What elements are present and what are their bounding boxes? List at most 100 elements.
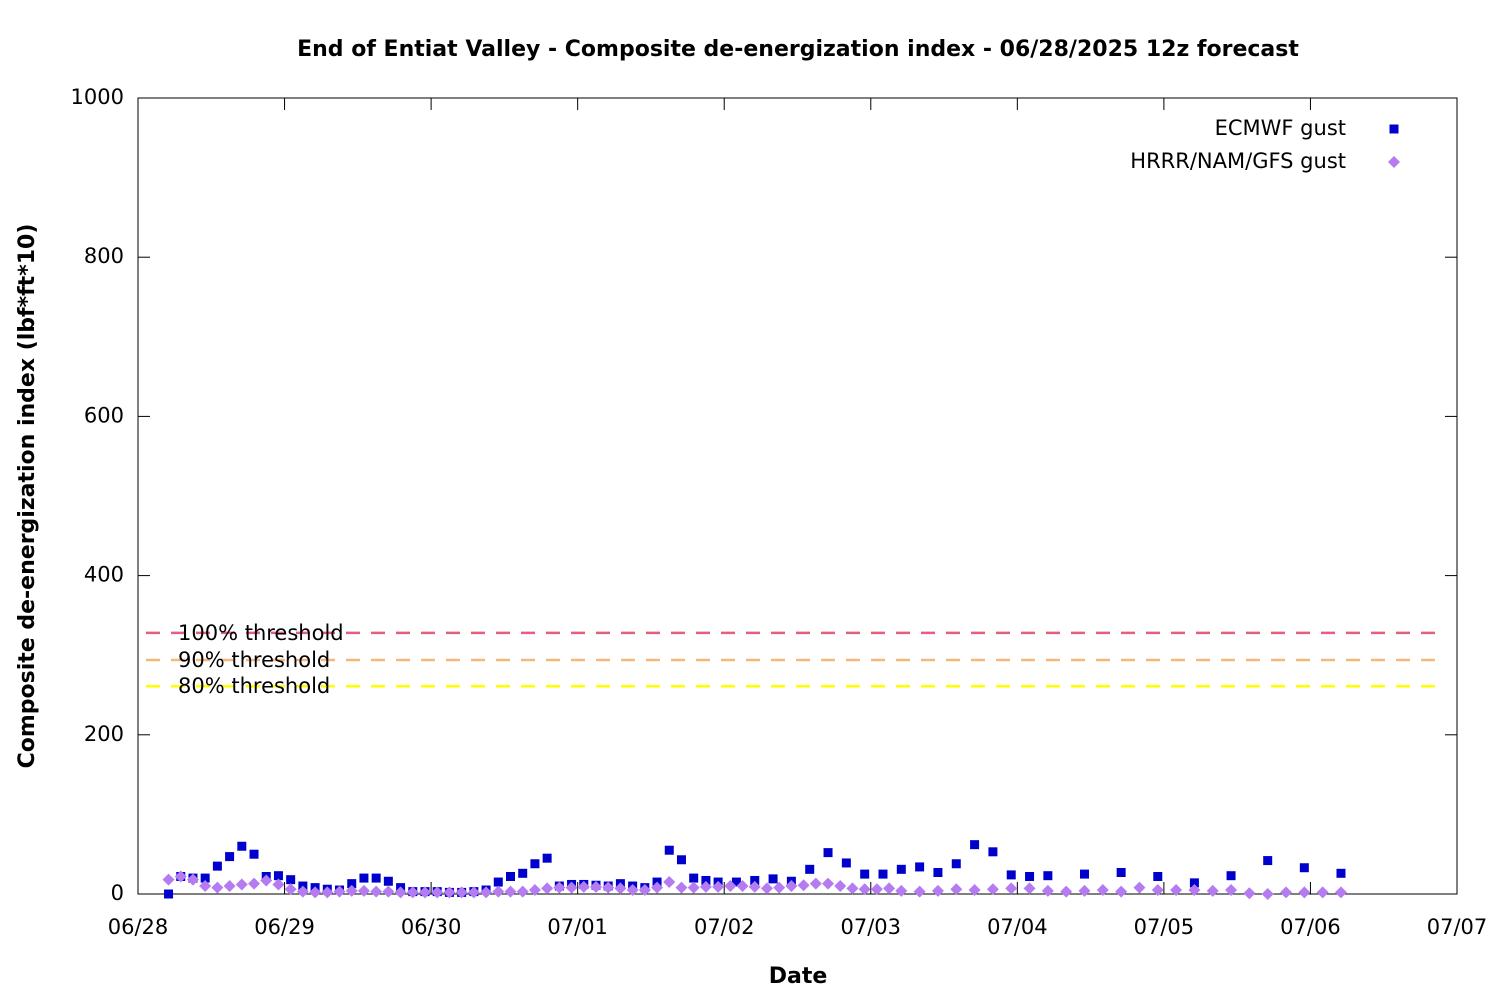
point xyxy=(933,868,943,878)
threshold-label: 80% threshold xyxy=(178,674,330,698)
x-tick-label: 07/01 xyxy=(547,915,608,939)
point xyxy=(1336,868,1346,878)
point xyxy=(235,878,248,891)
point xyxy=(1299,863,1309,873)
point xyxy=(1078,884,1091,897)
point xyxy=(1298,886,1311,899)
x-tick-label: 07/03 xyxy=(841,915,902,939)
legend-marker xyxy=(1388,156,1400,168)
point xyxy=(896,864,906,874)
point xyxy=(951,859,961,869)
point xyxy=(638,884,651,897)
point xyxy=(858,883,871,896)
point xyxy=(701,875,711,885)
point xyxy=(480,886,493,899)
point xyxy=(883,882,896,895)
point xyxy=(419,886,432,899)
point xyxy=(382,885,395,898)
point xyxy=(1261,888,1274,900)
point xyxy=(518,868,528,878)
point xyxy=(1115,885,1128,898)
point xyxy=(626,884,639,897)
point xyxy=(870,883,883,896)
y-tick-label: 400 xyxy=(84,563,124,587)
y-axis-label: Composite de-energization index (lbf*ft*… xyxy=(15,224,40,769)
point xyxy=(371,873,381,883)
threshold-label: 90% threshold xyxy=(178,648,330,672)
point xyxy=(577,880,590,893)
point xyxy=(164,889,174,899)
point xyxy=(1189,878,1199,888)
threshold-label: 100% threshold xyxy=(178,621,344,645)
point xyxy=(333,885,346,898)
point xyxy=(516,885,529,898)
x-tick-label: 07/07 xyxy=(1427,915,1488,939)
point xyxy=(664,845,674,855)
point xyxy=(212,861,222,871)
point xyxy=(541,882,554,895)
point xyxy=(1060,885,1073,898)
point xyxy=(731,877,741,887)
point xyxy=(200,873,210,883)
y-tick-label: 200 xyxy=(84,722,124,746)
x-tick-label: 06/30 xyxy=(401,915,462,939)
point xyxy=(504,885,517,898)
legend-label: HRRR/NAM/GFS gust xyxy=(1130,149,1346,173)
point xyxy=(809,877,822,890)
point xyxy=(1188,884,1201,897)
point xyxy=(841,858,851,868)
point xyxy=(359,873,369,883)
point xyxy=(823,848,833,858)
point xyxy=(1334,886,1347,899)
point xyxy=(1025,871,1035,881)
point xyxy=(505,871,515,881)
point xyxy=(676,855,686,865)
point xyxy=(260,874,273,887)
point xyxy=(1170,884,1183,897)
point xyxy=(1041,884,1054,897)
point xyxy=(406,886,419,899)
x-tick-label: 07/04 xyxy=(987,915,1048,939)
y-tick-label: 0 xyxy=(111,881,124,905)
legend-marker xyxy=(1389,124,1399,134)
point xyxy=(785,880,798,893)
x-axis-label: Date xyxy=(769,964,828,989)
point xyxy=(878,869,888,879)
point xyxy=(284,883,297,896)
point xyxy=(750,875,760,885)
point xyxy=(370,885,383,898)
point xyxy=(443,886,456,899)
point xyxy=(805,864,815,874)
point xyxy=(357,884,370,897)
x-tick-label: 07/06 xyxy=(1280,915,1341,939)
point xyxy=(174,870,187,883)
point xyxy=(273,871,283,881)
point xyxy=(467,886,480,899)
point xyxy=(602,881,615,894)
point xyxy=(773,881,786,894)
point xyxy=(699,880,712,893)
point xyxy=(589,880,602,893)
point xyxy=(675,881,688,894)
point xyxy=(768,874,778,884)
point xyxy=(1096,884,1109,897)
point xyxy=(968,884,981,897)
point xyxy=(822,877,835,890)
point xyxy=(712,880,725,893)
point xyxy=(383,876,393,886)
point xyxy=(614,882,627,895)
point xyxy=(249,849,259,859)
point xyxy=(542,853,552,863)
point xyxy=(225,852,235,862)
point xyxy=(272,878,285,891)
x-tick-label: 06/29 xyxy=(254,915,315,939)
point xyxy=(493,877,503,887)
point xyxy=(651,881,664,894)
point xyxy=(1226,871,1236,881)
point xyxy=(913,885,926,898)
point xyxy=(846,882,859,895)
point xyxy=(1151,884,1164,897)
point xyxy=(736,880,749,893)
point xyxy=(950,883,963,896)
